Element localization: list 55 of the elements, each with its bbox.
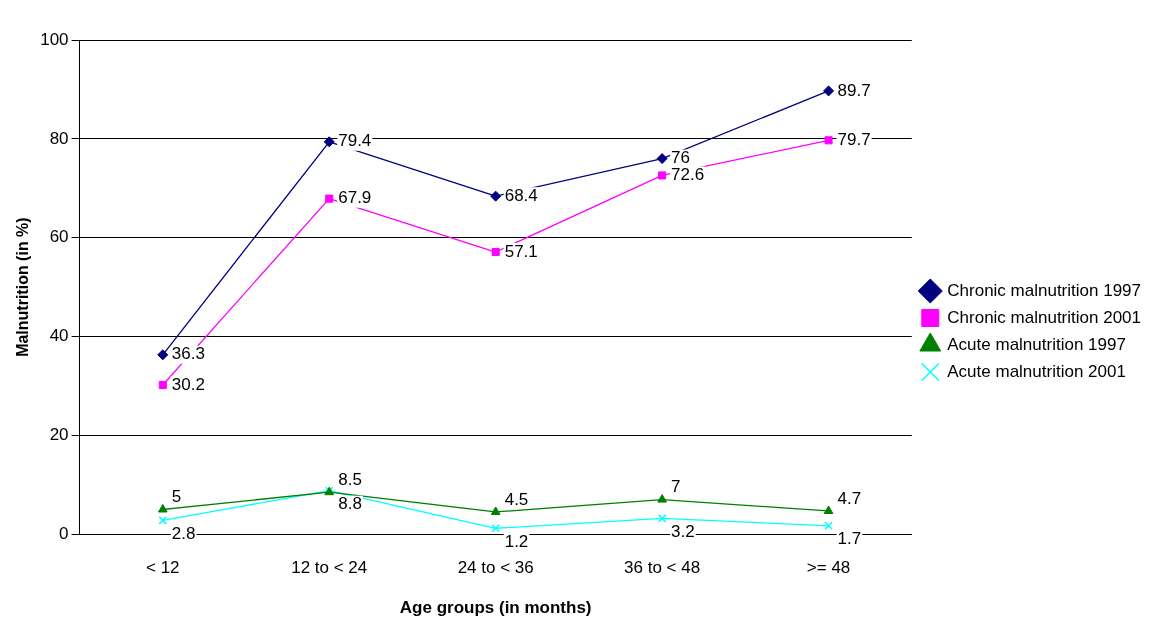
point <box>491 247 500 257</box>
y-axis-title: Malnutrition (in %) <box>14 217 32 357</box>
point <box>491 523 500 533</box>
data-label: 1.7 <box>837 529 862 549</box>
data-label: 89.7 <box>837 80 871 100</box>
point <box>157 349 169 361</box>
legend-label: Acute malnutrition 1997 <box>947 334 1126 354</box>
legend-label: Acute malnutrition 2001 <box>947 361 1126 381</box>
data-label: 79.7 <box>837 130 871 150</box>
point <box>823 85 835 97</box>
point <box>656 153 668 165</box>
point <box>823 505 834 514</box>
point <box>158 380 167 389</box>
point <box>158 516 168 525</box>
data-label: 67.9 <box>338 188 372 208</box>
y-tick-label: 0 <box>59 523 69 543</box>
data-label: 8.5 <box>338 469 362 489</box>
point <box>658 171 667 180</box>
point <box>824 136 833 145</box>
point <box>490 506 501 515</box>
data-label: 8.8 <box>338 494 362 514</box>
point <box>824 521 833 531</box>
legend-label: Chronic malnutrition 2001 <box>947 307 1141 327</box>
data-label: 1.2 <box>504 531 529 551</box>
data-label: 7 <box>671 477 681 497</box>
point <box>490 190 502 202</box>
data-label: 72.6 <box>671 165 705 185</box>
data-label: 3.2 <box>671 522 695 542</box>
x-axis-title: Age groups (in months) <box>399 598 592 618</box>
data-label: 79.4 <box>338 131 372 151</box>
y-tick-label: 80 <box>49 128 69 148</box>
data-label: 30.2 <box>171 374 205 394</box>
x-tick-label: 24 to < 36 <box>457 558 534 578</box>
x-tick-label: >= 48 <box>806 558 851 578</box>
point <box>157 503 168 513</box>
data-label: 68.4 <box>504 185 538 205</box>
x-tick-label: 36 to < 48 <box>624 558 701 578</box>
point <box>323 136 335 148</box>
data-label: 57.1 <box>504 241 538 261</box>
x-tick-label: 12 to < 24 <box>291 558 368 578</box>
point <box>657 514 667 523</box>
legend-label: Chronic malnutrition 1997 <box>947 280 1141 300</box>
data-label: 76 <box>671 148 691 168</box>
data-label: 4.7 <box>837 488 862 508</box>
y-tick-label: 100 <box>40 29 69 49</box>
y-tick-label: 60 <box>49 227 69 247</box>
point <box>325 194 334 203</box>
y-tick-label: 20 <box>49 425 69 445</box>
data-label: 36.3 <box>171 344 205 364</box>
point <box>657 494 667 503</box>
data-label: 5 <box>171 487 182 507</box>
data-label: 4.5 <box>504 489 529 509</box>
data-label: 2.8 <box>171 524 196 544</box>
x-tick-label: < 12 <box>146 558 180 578</box>
y-tick-label: 40 <box>49 326 69 346</box>
